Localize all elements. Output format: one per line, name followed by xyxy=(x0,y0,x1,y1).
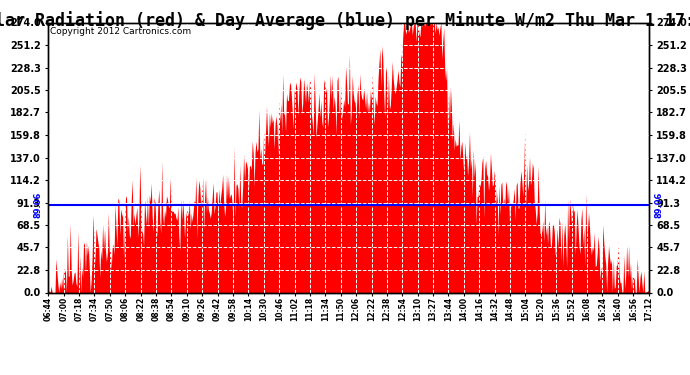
Text: 89.06: 89.06 xyxy=(655,192,664,218)
Text: Solar Radiation (red) & Day Average (blue) per Minute W/m2 Thu Mar 1 17:18: Solar Radiation (red) & Day Average (blu… xyxy=(0,11,690,30)
Text: Copyright 2012 Cartronics.com: Copyright 2012 Cartronics.com xyxy=(50,27,190,36)
Text: 89.06: 89.06 xyxy=(33,192,42,218)
